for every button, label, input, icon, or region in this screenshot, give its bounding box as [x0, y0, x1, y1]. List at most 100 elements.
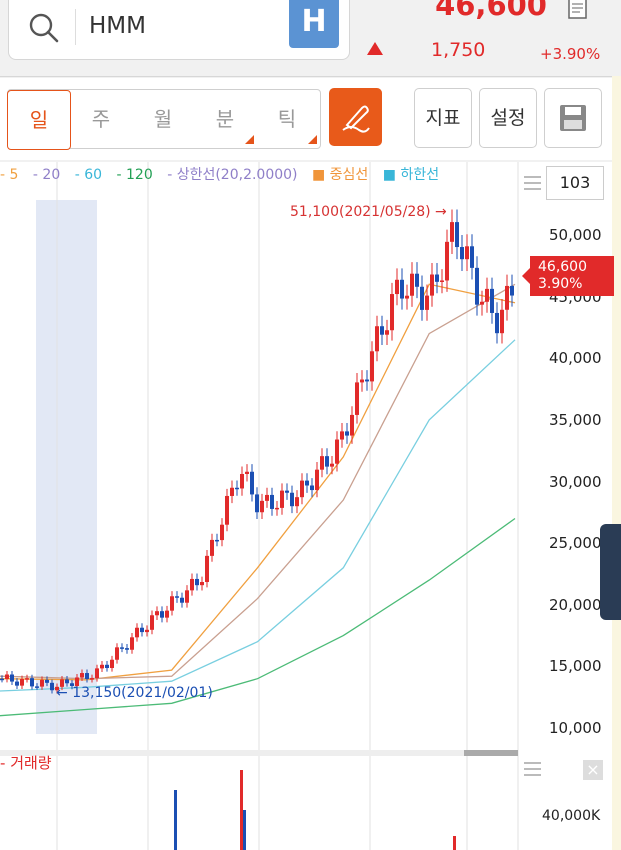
- candle-body: [475, 267, 479, 305]
- candle-body: [130, 637, 134, 650]
- volume-bars: [174, 770, 456, 850]
- candle-body: [485, 288, 489, 302]
- candle-body: [500, 309, 504, 334]
- draw-button[interactable]: [329, 88, 382, 146]
- stock-name[interactable]: HMM: [89, 13, 146, 39]
- candle-body: [470, 246, 474, 268]
- save-button[interactable]: [544, 88, 602, 148]
- candle-body: [155, 611, 159, 616]
- candle-body: [240, 473, 244, 489]
- h-button[interactable]: H: [289, 0, 339, 48]
- legend-lower: ■ 하한선: [382, 167, 440, 183]
- minute-dropdown-icon: [245, 135, 254, 144]
- candle-body: [355, 382, 359, 415]
- candle-body: [230, 487, 234, 496]
- candle-body: [490, 288, 494, 313]
- candle-body: [250, 471, 254, 495]
- candle-body: [330, 463, 334, 467]
- chart-menu-icon[interactable]: [524, 176, 541, 190]
- period-tabs: 일 주 월 분 틱: [7, 89, 321, 150]
- candle-body: [185, 590, 189, 603]
- candle-body: [405, 295, 409, 299]
- candle-body: [50, 682, 54, 691]
- memo-icon[interactable]: [566, 0, 590, 20]
- candle-body: [340, 431, 344, 440]
- candle-body: [150, 615, 154, 630]
- tab-minute[interactable]: 분: [215, 107, 235, 131]
- candle-body: [205, 555, 209, 583]
- candle-body: [270, 494, 274, 509]
- volume-label: - 거래량: [0, 754, 52, 772]
- candle-body: [100, 664, 104, 669]
- up-arrow-icon: [367, 42, 383, 55]
- tab-day[interactable]: 일: [7, 90, 71, 150]
- volume-menu-icon[interactable]: [524, 762, 541, 776]
- y-axis-label: 35,000: [549, 410, 602, 429]
- candle-body: [105, 664, 109, 669]
- candle-body: [210, 539, 214, 556]
- tab-month[interactable]: 월: [153, 107, 173, 131]
- volume-close-icon[interactable]: ×: [583, 760, 603, 780]
- candle-body: [380, 326, 384, 335]
- save-icon: [560, 105, 586, 131]
- candle-body: [275, 507, 279, 510]
- candle-body: [245, 471, 249, 474]
- candle-body: [260, 500, 264, 513]
- candle-body: [80, 673, 84, 678]
- candle-body: [345, 431, 349, 436]
- y-axis-label: 10,000: [549, 719, 602, 737]
- tag-pct: 3.90%: [538, 276, 583, 292]
- candle-body: [20, 679, 24, 686]
- candle-body: [305, 480, 309, 486]
- candle-body: [510, 285, 514, 296]
- candle-body: [70, 683, 74, 686]
- candle-body: [255, 494, 259, 513]
- legend-upper: - 상한선(20,2.0000): [167, 167, 298, 183]
- candle-body: [435, 274, 439, 282]
- candle-body: [170, 596, 174, 611]
- candle-body: [445, 241, 449, 281]
- quote-header: HMM H 46,600 1,750 +3.90%: [0, 0, 621, 77]
- current-price-tag: 46,600 3.90%: [522, 256, 614, 296]
- current-price: 46,600: [435, 0, 547, 22]
- tab-tick[interactable]: 틱: [277, 107, 297, 131]
- candle-body: [460, 247, 464, 260]
- candle-body: [375, 326, 379, 352]
- candle-body: [115, 647, 119, 660]
- vertical-scroll-handle[interactable]: [600, 524, 621, 620]
- candle-body: [315, 469, 319, 491]
- candle-body: [440, 280, 444, 282]
- candle-body: [75, 677, 79, 686]
- indicator-button[interactable]: 지표: [414, 88, 472, 148]
- y-axis-label: 25,000: [549, 534, 602, 553]
- horizontal-scrollbar[interactable]: [0, 750, 518, 756]
- candle-body: [280, 490, 284, 508]
- right-edge: [612, 76, 621, 850]
- tick-dropdown-icon: [308, 135, 317, 144]
- candle-body: [320, 456, 324, 470]
- volume-bar: [453, 836, 456, 850]
- candle-body: [120, 647, 124, 649]
- candle-body: [265, 494, 269, 501]
- price-change-pct: +3.90%: [540, 45, 601, 63]
- y-axis-label: 30,000: [549, 472, 602, 491]
- candle-body: [370, 351, 374, 382]
- candle-body: [400, 279, 404, 299]
- candle-body: [450, 222, 454, 242]
- zoom-count[interactable]: 103: [546, 166, 604, 200]
- search-icon: [29, 13, 59, 43]
- horizontal-scroll-thumb[interactable]: [464, 750, 518, 756]
- tab-week[interactable]: 주: [91, 107, 111, 131]
- candle-body: [60, 679, 64, 687]
- price-chart[interactable]: [0, 162, 621, 850]
- y-axis-label: 20,000: [549, 595, 602, 614]
- candles: [0, 209, 514, 694]
- candle-body: [85, 673, 89, 680]
- settings-button[interactable]: 설정: [479, 88, 537, 148]
- candle-body: [65, 679, 69, 684]
- candle-body: [295, 497, 299, 507]
- candle-body: [350, 414, 354, 436]
- candle-body: [225, 495, 229, 525]
- candle-body: [335, 439, 339, 464]
- ma-line-5: [0, 283, 516, 681]
